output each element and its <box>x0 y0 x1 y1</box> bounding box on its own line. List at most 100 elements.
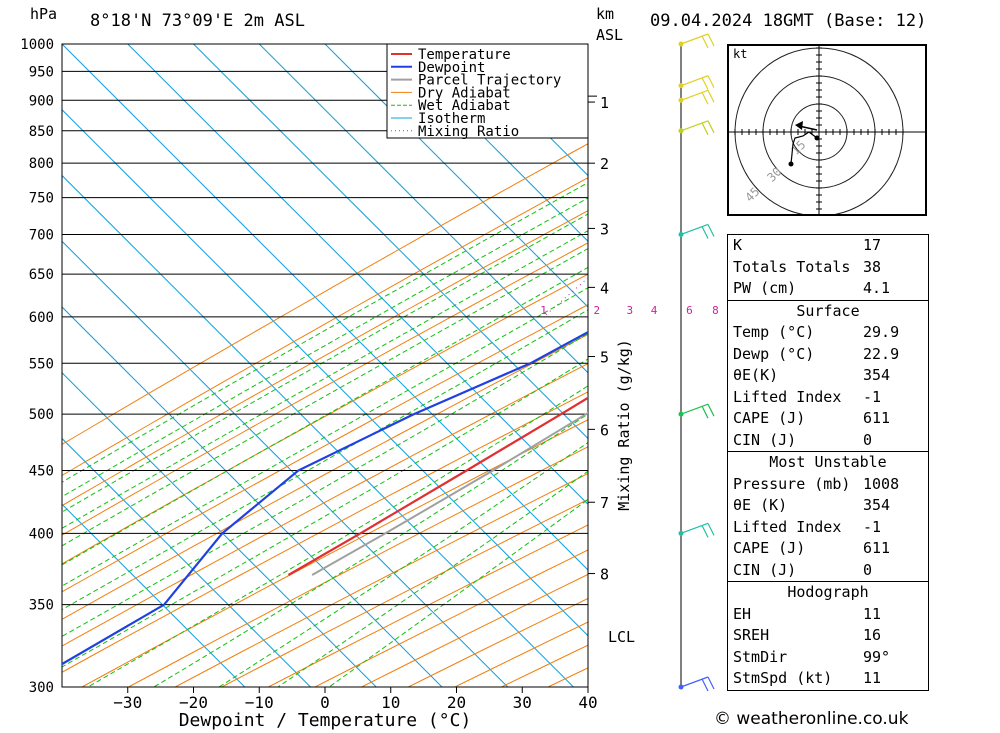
pressure-tick-label: 400 <box>29 526 54 542</box>
indices-table: K 17 Totals Totals 38 PW (cm) 4.1 Surface T… <box>727 234 929 691</box>
index-label: Temp (°C) <box>733 323 815 341</box>
plot-frame <box>61 43 589 688</box>
index-row: SREH 16 <box>728 625 928 647</box>
wind-barb-flag <box>707 224 715 237</box>
isotherm-line <box>193 44 588 440</box>
temp-tick-label: 20 <box>447 693 466 712</box>
mixing-ratio-label: 4 <box>651 304 658 317</box>
km-tick-label: 7 <box>600 494 609 512</box>
wind-barb-flag <box>707 120 715 134</box>
temp-tick-label: 10 <box>381 693 400 712</box>
lcl-label: LCL <box>608 628 635 646</box>
dewpoint-profile <box>62 330 588 666</box>
pressure-tick-label: 900 <box>29 93 54 109</box>
dry-adiabat-line <box>62 333 588 620</box>
legend-label: Parcel Trajectory <box>418 73 561 89</box>
pressure-tick-label: 800 <box>29 156 54 172</box>
pressure-tick-label: 500 <box>29 407 54 423</box>
basic-indices: K 17 Totals Totals 38 PW (cm) 4.1 <box>728 235 928 300</box>
wet-adiabat-line <box>62 358 588 668</box>
pressure-tick-label: 1000 <box>20 37 54 53</box>
dry-adiabat-line <box>62 143 588 446</box>
dry-adiabat-line <box>62 304 588 593</box>
hodo-trace <box>790 131 818 165</box>
wind-barb-flag <box>701 92 709 105</box>
isotherm-line <box>62 372 377 687</box>
index-row: CIN (J) 0 <box>728 560 928 582</box>
dry-adiabat-line <box>62 362 588 647</box>
index-value: 354 <box>863 366 891 384</box>
isotherm-line <box>324 44 588 308</box>
isotherm-line <box>62 44 588 571</box>
index-value: 22.9 <box>863 344 900 363</box>
index-label: Pressure (mb) <box>733 474 851 493</box>
wind-barb-flag <box>707 523 715 536</box>
temp-tick-label: −10 <box>245 693 274 712</box>
isotherm-line <box>62 437 311 687</box>
wind-barb-flag <box>701 35 709 49</box>
index-label: θE(K) <box>733 366 779 384</box>
wet-adiabat-line <box>62 266 588 566</box>
dry-adiabat-line <box>174 472 588 687</box>
wind-barb-flag <box>707 75 715 88</box>
index-label: PW (cm) <box>733 279 797 297</box>
index-value: 16 <box>863 626 882 644</box>
index-label: Totals Totals <box>733 257 851 276</box>
temp-tick-label: 30 <box>513 693 532 712</box>
km-tick-label: 8 <box>600 566 609 584</box>
pressure-tick-label: 450 <box>29 463 54 479</box>
dry-adiabat-line <box>62 273 588 565</box>
index-row: θE(K) 354 <box>728 365 928 387</box>
wind-barb-flag <box>707 403 715 417</box>
wind-barb-flag <box>707 90 715 103</box>
index-row: Dewp (°C) 22.9 <box>728 344 928 366</box>
index-label: SREH <box>733 626 770 644</box>
hodograph-plot: kt 15 30 45 <box>729 46 925 217</box>
hodo-unit-label: kt <box>733 47 747 61</box>
isotherm-line <box>258 44 588 374</box>
legend-label: Isotherm <box>418 111 485 127</box>
isobar-lines: 300 350 400 450 500 550 600 650 700 750 800 850 900 9… <box>20 37 589 696</box>
wind-barb-flag <box>701 525 709 538</box>
index-label: Lifted Index <box>733 517 842 536</box>
index-row: StmSpd (kt) 11 <box>728 668 928 690</box>
index-label: Lifted Index <box>733 387 842 406</box>
mixing-ratio-label: 8 <box>712 304 719 317</box>
index-label: K <box>733 236 743 254</box>
mixing-ratio-label: 3 <box>626 304 633 317</box>
index-label: θE (K) <box>733 496 788 514</box>
index-row: PW (cm) 4.1 <box>728 278 928 300</box>
km-tick-label: 5 <box>600 349 609 367</box>
index-label: CAPE (J) <box>733 539 806 557</box>
isotherm-line <box>390 44 588 242</box>
mixing-ratio-label: 2 <box>594 304 601 317</box>
profile-lines <box>62 330 588 666</box>
hpa-unit-label: hPa <box>30 5 57 23</box>
hodo-storm-arrowhead <box>795 121 803 130</box>
legend-label: Mixing Ratio <box>418 124 519 140</box>
index-row: CIN (J) 0 <box>728 430 928 452</box>
index-value: 611 <box>863 539 891 557</box>
pressure-tick-label: 700 <box>29 227 54 243</box>
pressure-tick-label: 350 <box>29 598 54 614</box>
hodo-ring-label-30: 30 <box>764 164 784 184</box>
most-unstable-section: Most Unstable Pressure (mb) 1008 θE (K) 35… <box>728 451 928 581</box>
surface-section: Surface Temp (°C) 29.9 Dewp (°C) 22.9 θE(K… <box>728 299 928 452</box>
location-title: 8°18'N 73°09'E 2m ASL <box>90 11 305 31</box>
index-row: CAPE (J) 611 <box>728 538 928 560</box>
credit-text[interactable]: © weatheronline.co.uk <box>714 709 909 729</box>
pressure-tick-label: 300 <box>29 680 54 696</box>
index-value: -1 <box>863 387 882 406</box>
index-row: Temp (°C) 29.9 <box>728 322 928 344</box>
km-unit-label: km <box>596 5 614 23</box>
isotherm-line <box>127 44 588 505</box>
pressure-tick-label: 600 <box>29 310 54 326</box>
index-row: Lifted Index -1 <box>728 387 928 409</box>
index-row: StmDir 99° <box>728 647 928 669</box>
index-value: 354 <box>863 496 891 514</box>
index-label: EH <box>733 604 752 623</box>
legend-label: Dewpoint <box>418 60 485 76</box>
